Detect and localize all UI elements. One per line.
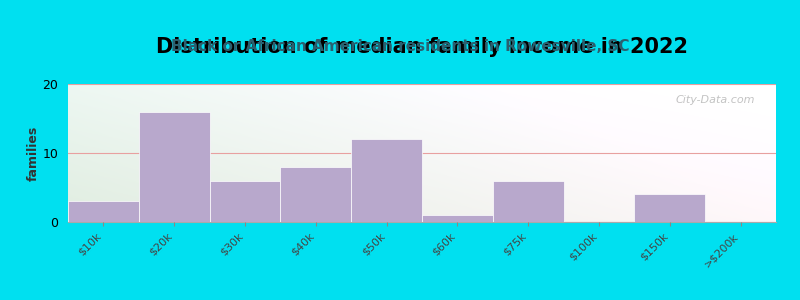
Bar	[351, 139, 422, 222]
Bar	[634, 194, 706, 222]
Bar	[493, 181, 563, 222]
Bar	[280, 167, 351, 222]
Bar	[68, 201, 139, 222]
Bar	[139, 112, 210, 222]
Text: City-Data.com: City-Data.com	[675, 95, 754, 105]
Text: Black or African American residents in Rowesville, SC: Black or African American residents in R…	[170, 39, 630, 54]
Y-axis label: families: families	[26, 125, 40, 181]
Bar	[422, 215, 493, 222]
Bar	[210, 181, 280, 222]
Title: Distribution of median family income in 2022: Distribution of median family income in …	[156, 38, 688, 57]
